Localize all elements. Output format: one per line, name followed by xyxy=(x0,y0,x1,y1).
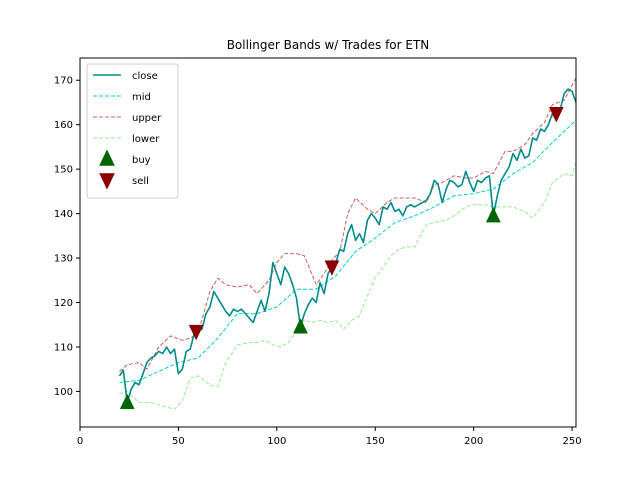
y-tick-label: 110 xyxy=(54,342,73,353)
y-tick-label: 140 xyxy=(54,209,73,220)
buy-marker xyxy=(293,317,308,334)
x-tick-label: 0 xyxy=(77,436,83,447)
y-tick-label: 170 xyxy=(54,76,73,87)
legend-lower-label: lower xyxy=(132,134,160,145)
legend-upper-label: upper xyxy=(132,113,162,124)
buy-marker xyxy=(119,393,135,410)
x-tick-label: 100 xyxy=(267,436,286,447)
series-mid-line xyxy=(119,119,576,383)
x-tick-label: 200 xyxy=(464,436,483,447)
legend-mid-label: mid xyxy=(132,92,151,103)
series-lower-line xyxy=(119,162,576,410)
chart-title: Bollinger Bands w/ Trades for ETN xyxy=(227,38,430,52)
buy-marker xyxy=(485,206,501,223)
legend: close mid upper lower buy sell xyxy=(86,63,179,199)
plot-frame xyxy=(79,57,577,428)
x-tick-label: 50 xyxy=(172,436,185,447)
x-tick-label: 150 xyxy=(366,436,385,447)
legend-sell-swatch xyxy=(99,173,115,190)
plot-content xyxy=(118,77,576,410)
legend-close-label: close xyxy=(132,71,158,82)
y-tick-label: 160 xyxy=(54,120,73,131)
y-tick-label: 130 xyxy=(54,254,73,265)
axes: 0 50 100 150 200 250 100 110 120 130 140 150 160 170 xyxy=(54,76,582,447)
sell-marker xyxy=(324,260,340,276)
legend-buy-swatch xyxy=(99,149,115,166)
legend-sell-label: sell xyxy=(132,176,149,187)
sell-marker xyxy=(188,324,204,341)
sell-marker xyxy=(548,107,564,123)
x-tick-label: 250 xyxy=(563,436,582,447)
y-tick-label: 120 xyxy=(54,298,73,309)
legend-buy-label: buy xyxy=(132,155,151,166)
y-tick-label: 100 xyxy=(54,387,73,398)
y-tick-label: 150 xyxy=(54,165,73,176)
